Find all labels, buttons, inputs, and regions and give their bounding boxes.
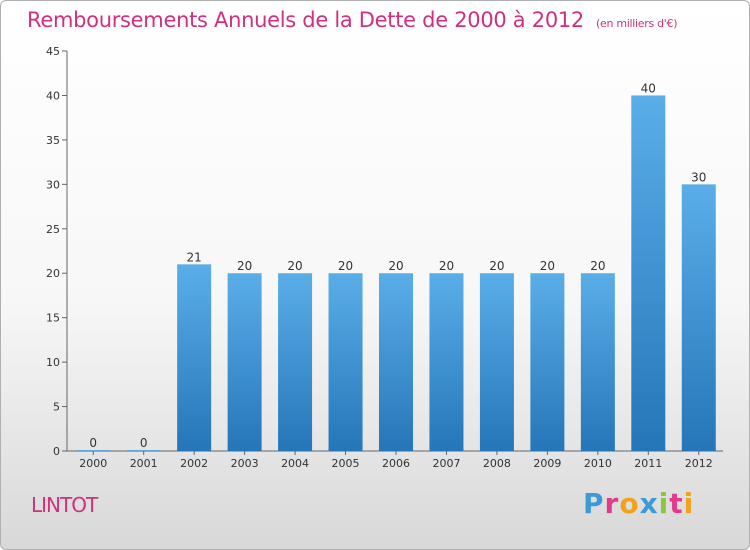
bar-value-label: 20 [489,259,504,273]
y-tick-label: 25 [46,223,60,236]
bar-value-label: 40 [641,81,656,95]
bar [126,450,161,451]
bar-value-label: 20 [338,259,353,273]
bar [379,273,413,451]
bars: 0 0 21 20 20 20 20 20 20 20 20 40 30 [76,81,716,452]
bar [328,273,363,451]
proxiti-logo: Proxiti [583,487,694,520]
bar [429,273,464,451]
y-tick-label: 45 [46,45,60,58]
bar-value-label: 20 [540,259,555,273]
y-tick-label: 35 [46,134,60,147]
bar-value-label: 30 [691,170,706,184]
bar [631,95,666,451]
y-tick-label: 40 [46,89,60,102]
x-tick-label: 2010 [584,457,612,470]
bar [479,273,514,451]
x-tick-label: 2005 [332,457,360,470]
logo-letter: r [604,487,620,520]
bar-value-label: 20 [237,259,252,273]
chart-title-text: Remboursements Annuels de la Dette de 20… [27,8,584,32]
y-tick-label: 5 [53,401,60,414]
y-tick-label: 10 [46,356,60,369]
bar [580,273,615,451]
y-tick-label: 15 [46,312,60,325]
bar-value-label: 0 [140,436,148,450]
y-tick-label: 30 [46,178,60,191]
y-tick-label: 20 [46,267,60,280]
chart-title: Remboursements Annuels de la Dette de 20… [27,8,677,32]
bar [278,273,313,451]
bar [76,450,111,451]
x-tick-label: 2012 [685,457,713,470]
logo-letter: o [619,487,640,520]
bar [177,264,212,451]
x-tick-label: 2001 [130,457,158,470]
bar-value-label: 0 [89,436,97,450]
bar-value-label: 20 [590,259,605,273]
x-tick-label: 2011 [634,457,662,470]
x-tick-label: 2009 [533,457,561,470]
x-tick-label: 2004 [281,457,309,470]
x-tick-label: 2006 [382,457,410,470]
bar [227,273,262,451]
bar-value-label: 20 [287,259,302,273]
logo-letter: P [583,487,605,520]
logo-letter: i [683,487,695,520]
x-tick-label: 2008 [483,457,511,470]
bar-value-label: 21 [187,250,202,264]
chart-subtitle: (en milliers d'€) [596,17,678,30]
bar [681,184,716,452]
x-tick-label: 2000 [79,457,107,470]
y-tick-label: 0 [53,445,60,458]
x-tick-label: 2007 [432,457,460,470]
commune-name: LINTOT [31,493,98,517]
x-tick-label: 2003 [231,457,259,470]
logo-letter: t [669,487,684,520]
bar [530,273,565,451]
bar-value-label: 20 [388,259,403,273]
x-tick-label: 2002 [180,457,208,470]
bar-value-label: 20 [439,259,454,273]
logo-letter: i [658,487,670,520]
logo-letter: x [639,487,659,520]
